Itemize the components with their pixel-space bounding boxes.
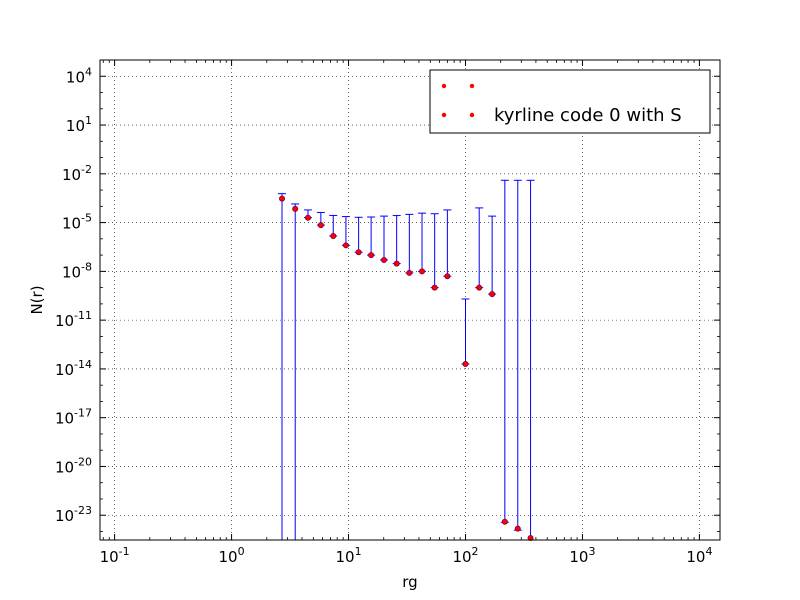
data-point — [380, 256, 387, 263]
data-point — [489, 291, 496, 298]
data-point — [476, 284, 483, 291]
x-tick-label: 100 — [219, 545, 245, 566]
legend-marker-icon — [469, 112, 475, 118]
error-bars — [278, 179, 535, 540]
x-axis-label: rg — [402, 573, 417, 591]
data-point — [330, 232, 337, 239]
y-tick-label: 104 — [66, 65, 92, 86]
legend-marker-icon — [441, 112, 447, 118]
error-bar — [291, 203, 300, 540]
data-point — [355, 249, 362, 256]
data-point — [304, 214, 311, 221]
legend-entry-1 — [441, 83, 475, 89]
plot-area — [99, 59, 721, 541]
y-tick-labels: 10-23 10-20 10-17 10-14 10-11 10-8 10-5 10-2 101… — [55, 65, 92, 525]
data-point — [368, 252, 375, 259]
data-point — [527, 534, 534, 541]
y-tick-label: 10-5 — [62, 212, 92, 233]
legend-box — [429, 69, 711, 134]
x-tick-label: 10-1 — [100, 545, 130, 566]
data-point — [406, 269, 413, 276]
y-axis-label: N(r) — [28, 285, 46, 314]
legend-marker-icon — [469, 83, 475, 89]
y-tick-label: 10-11 — [55, 309, 92, 330]
error-bar — [278, 193, 287, 540]
data-point — [462, 361, 469, 368]
legend-marker-icon — [441, 83, 447, 89]
x-tick-label: 102 — [452, 545, 478, 566]
legend-label-2: kyrline code 0 with S — [494, 105, 682, 126]
axes-background — [100, 60, 720, 540]
data-point — [501, 518, 508, 525]
data-point — [342, 242, 349, 249]
data-markers — [279, 195, 534, 541]
y-tick-label: 10-8 — [62, 260, 92, 281]
x-tick-labels: 10-1 100 101 102 103 104 — [100, 545, 713, 566]
legend: kyrline code 0 with S — [429, 69, 711, 134]
data-point — [393, 260, 400, 267]
y-tick-label: 10-14 — [55, 358, 92, 379]
y-tick-label: 10-20 — [55, 455, 92, 476]
axes-frame — [99, 59, 721, 541]
data-point — [514, 525, 521, 532]
y-tick-label: 10-23 — [55, 504, 92, 525]
data-point — [419, 268, 426, 275]
y-tick-label: 10-2 — [62, 163, 92, 184]
y-tick-label: 10-17 — [55, 407, 92, 428]
x-tick-label: 101 — [335, 545, 361, 566]
data-point — [431, 284, 438, 291]
x-tick-label: 103 — [569, 545, 595, 566]
data-point — [279, 195, 286, 202]
x-tick-label: 104 — [686, 545, 712, 566]
data-point — [444, 273, 451, 280]
data-point — [317, 222, 324, 229]
error-bar — [526, 179, 535, 540]
y-tick-label: 101 — [66, 114, 92, 135]
data-point — [292, 205, 299, 212]
legend-entry-2: kyrline code 0 with S — [441, 105, 682, 126]
